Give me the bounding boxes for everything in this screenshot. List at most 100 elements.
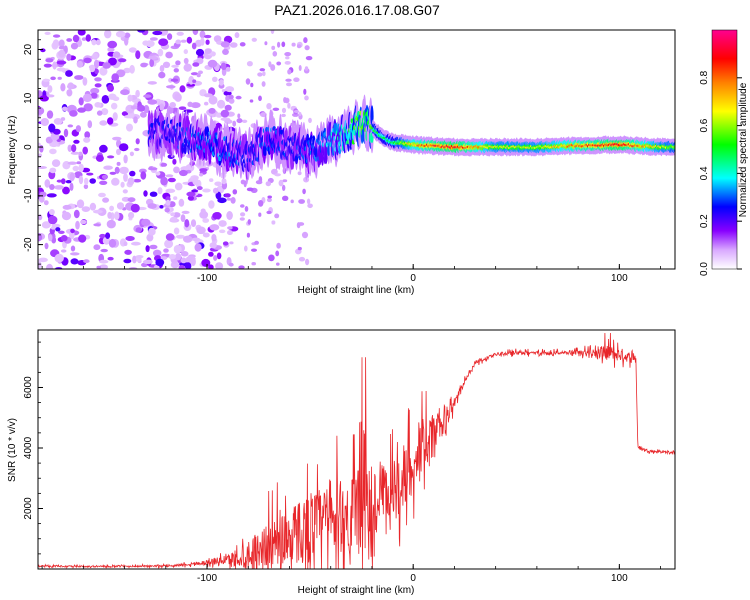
spectrogram-cell — [281, 113, 286, 118]
spectrogram-cell — [99, 180, 108, 185]
spectrogram-cell — [285, 78, 292, 82]
spectrogram-cell — [125, 236, 135, 241]
spectrogram-cell — [86, 172, 94, 176]
spectrogram-cell — [46, 263, 53, 269]
spectrogram-cell — [111, 73, 119, 82]
spectrogram-cell — [196, 57, 204, 65]
spectrogram-cell — [50, 226, 56, 230]
spectrogram-cell — [180, 39, 187, 43]
spectrogram-cell — [116, 148, 121, 156]
spectrogram-cell — [48, 123, 56, 133]
spectrogram-cell — [123, 173, 128, 182]
spectrogram-cell — [204, 101, 209, 106]
spectrogram-cell — [141, 218, 151, 226]
spectrogram-cell — [152, 30, 163, 36]
spectrogram-cell — [192, 30, 199, 36]
spectrogram-cell — [243, 180, 247, 188]
spectrogram-cell — [81, 37, 87, 41]
spectrogram-cell — [225, 66, 231, 72]
spectrogram-cell — [241, 119, 248, 124]
spectrogram-cell — [268, 254, 275, 262]
spectrogram-cell — [183, 235, 193, 243]
spectrogram-cell — [165, 51, 173, 59]
spectrogram-cell — [58, 49, 66, 58]
spectrogram-cell — [281, 107, 287, 114]
spectrogram-cell — [293, 110, 300, 113]
spectrogram-cell — [93, 244, 101, 251]
spectrogram-cell — [168, 77, 173, 83]
spectrogram-cell — [198, 70, 203, 75]
spectrogram-y-axis: -20 -10 0 10 20 — [23, 29, 43, 265]
spectrogram-cell — [247, 219, 251, 225]
spectrogram-cell — [157, 48, 164, 57]
spectrogram-cell — [245, 78, 251, 85]
spectrogram-cell — [135, 255, 144, 259]
spectrogram-cell — [73, 139, 80, 144]
snr-y-axis: 2000 4000 6000 — [23, 341, 43, 555]
spectrogram-cell — [282, 184, 286, 191]
spectrogram-cell — [180, 214, 186, 223]
y-tick-label: -10 — [23, 188, 34, 203]
spectrogram-cell — [333, 122, 337, 134]
spectrogram-cell — [211, 234, 217, 242]
spectrogram-cell — [172, 158, 177, 165]
spectrogram-cell — [203, 93, 213, 98]
spectrogram-cell — [228, 98, 235, 104]
spectrogram-cell — [244, 206, 249, 212]
spectrogram-cell — [261, 81, 266, 87]
spectrogram-cell — [133, 178, 142, 183]
spectrogram-cell — [259, 68, 266, 72]
spectrogram-cell — [99, 144, 108, 153]
spectrogram-cell — [91, 39, 97, 46]
spectrogram-cell — [216, 252, 222, 260]
spectrogram-cell — [72, 165, 80, 172]
spectrogram-cell — [103, 165, 113, 170]
spectrogram-cell — [140, 171, 147, 180]
spectrogram-cell — [108, 93, 117, 100]
spectrogram-cell — [112, 136, 122, 141]
spectrogram-cell — [82, 93, 92, 103]
spectrogram-cell — [48, 215, 58, 225]
spectrogram-cell — [69, 172, 75, 182]
spectrogram-cell — [135, 138, 140, 145]
colorbar-tick-label: 0.8 — [699, 70, 710, 84]
spectrogram-cell — [111, 177, 120, 186]
spectrogram-cell — [106, 219, 116, 229]
spectrogram-cell — [129, 170, 136, 177]
spectrogram-cell — [246, 187, 254, 192]
spectrogram-cell — [61, 178, 66, 185]
spectrogram-cell — [50, 76, 56, 81]
y-tick-label: 10 — [23, 92, 34, 104]
spectrogram-cell — [304, 66, 309, 71]
spectrogram-cell — [52, 39, 60, 48]
spectrogram-cell — [123, 258, 132, 264]
spectrogram-cell — [167, 33, 173, 40]
spectrogram-cell — [89, 64, 96, 73]
spectrogram-cell — [164, 239, 174, 249]
spectrogram-cell — [196, 226, 206, 235]
spectrogram-cell — [62, 186, 70, 195]
spectrogram-cell — [159, 65, 165, 72]
spectrogram-cell — [143, 259, 153, 265]
spectrogram-cell — [60, 117, 66, 121]
spectrogram-cell — [305, 56, 313, 61]
spectrogram-cell — [155, 171, 161, 176]
spectrogram-cell — [107, 84, 114, 92]
spectrogram-cell — [228, 262, 234, 267]
colorbar-label: Normalized spectral amplitude — [738, 82, 749, 217]
spectrogram-cell — [220, 109, 230, 118]
spectrogram-cell — [81, 206, 91, 213]
spectrogram-cell — [78, 97, 84, 106]
spectrogram-cell — [239, 42, 246, 47]
spectrogram-cell — [76, 199, 85, 209]
spectrogram-cell — [276, 242, 281, 249]
spectrogram-cell — [105, 232, 111, 239]
spectrogram-cell — [170, 216, 178, 222]
y-tick-label: 6000 — [23, 376, 34, 399]
spectrogram-cell — [219, 229, 226, 234]
spectrogram-cell — [297, 171, 302, 176]
spectrogram-cell — [159, 205, 164, 209]
spectrogram-cell — [276, 262, 280, 266]
spectrogram-cell — [143, 94, 152, 98]
spectrogram-cell — [116, 69, 126, 78]
